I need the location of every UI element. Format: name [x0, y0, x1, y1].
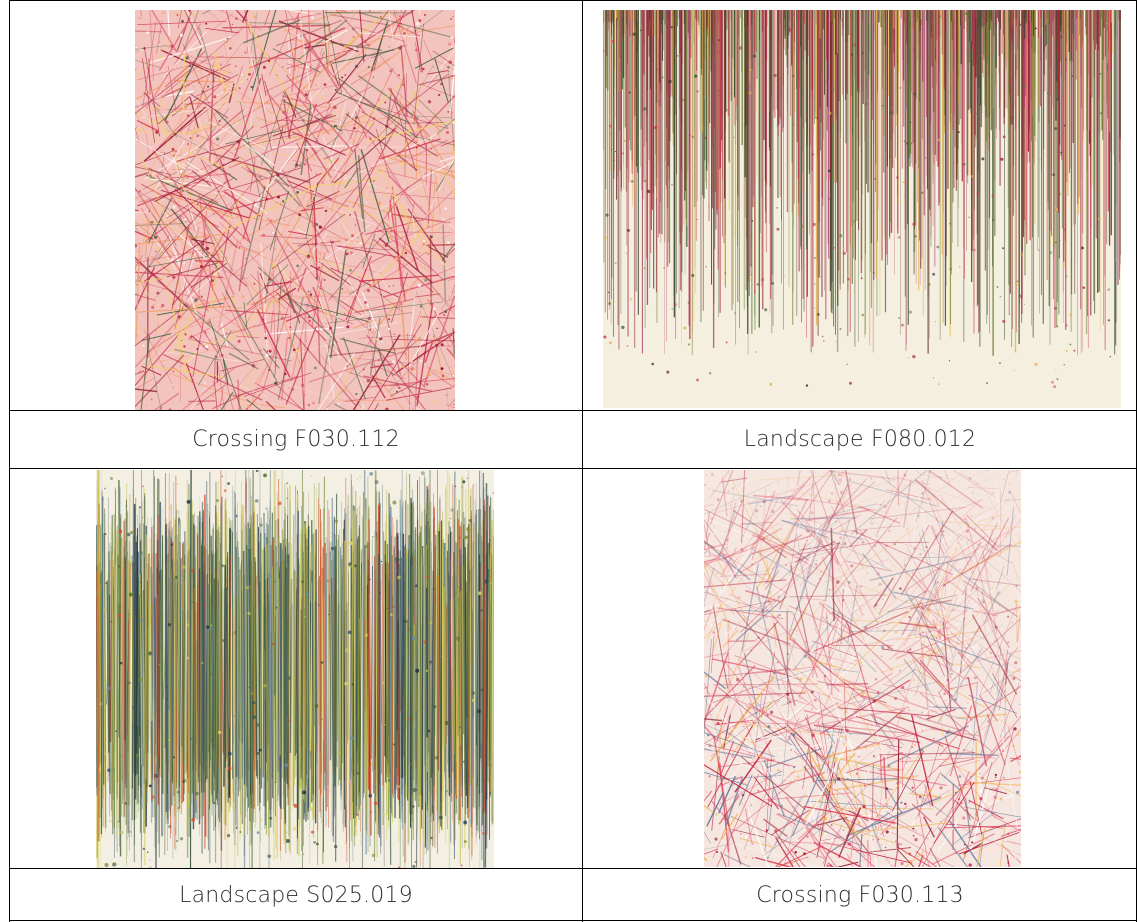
artwork-caption-2: Landscape F080.012 [743, 427, 977, 452]
artwork-image-landscape-s025-019 [96, 470, 494, 868]
table-border-bottom [9, 920, 1137, 921]
artwork-caption-3: Landscape S025.019 [179, 882, 413, 908]
artwork-image-crossing-f030-112 [135, 10, 455, 410]
artwork-caption-4: Crossing F030.113 [756, 882, 964, 908]
artwork-caption-1: Crossing F030.112 [192, 427, 400, 452]
table-border-top [9, 0, 1137, 1]
table-border-left [9, 0, 10, 922]
row-divider-3 [9, 868, 1137, 869]
artwork-canvas-4 [704, 470, 1021, 867]
row-divider-2 [9, 468, 1137, 469]
artwork-image-landscape-f080-012 [603, 10, 1121, 408]
row-divider-1 [9, 410, 1137, 411]
artwork-canvas-2 [603, 10, 1121, 408]
table-border-middle [582, 0, 583, 922]
artwork-canvas-3 [96, 470, 494, 868]
artwork-canvas-1 [135, 10, 455, 410]
artwork-image-crossing-f030-113 [704, 470, 1021, 867]
